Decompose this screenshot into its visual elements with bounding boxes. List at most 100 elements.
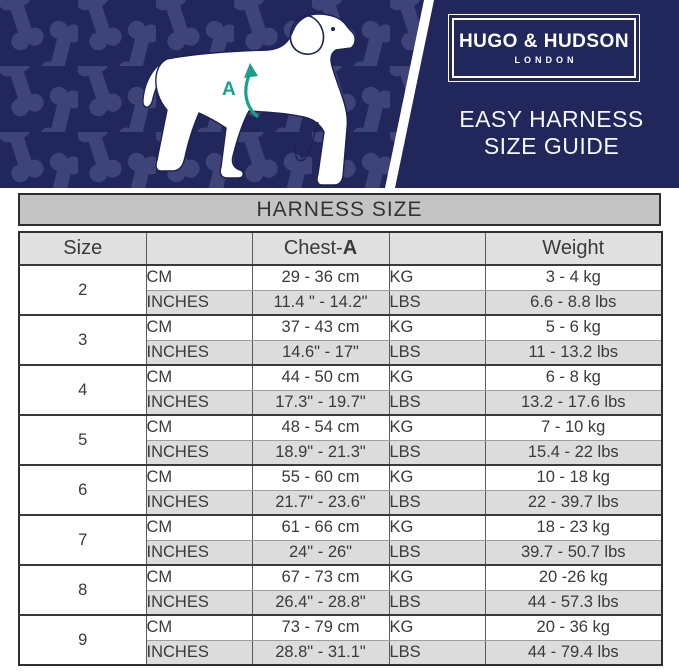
unit-label-inches: INCHES [145, 289, 253, 316]
weight-kg-value: 3 - 4 kg [484, 264, 663, 291]
chest-inches-value: 21.7" - 23.6" [251, 489, 390, 516]
chest-inches-value: 14.6" - 17" [251, 339, 390, 366]
unit-label-lbs: LBS [388, 539, 486, 566]
chest-cm-value: 61 - 66 cm [251, 514, 390, 541]
column-header-weight: Weight [484, 231, 663, 266]
unit-label-inches: INCHES [145, 589, 253, 616]
chest-inches-value: 11.4 " - 14.2" [251, 289, 390, 316]
dog-ear [289, 14, 325, 55]
brand-city: LONDON [514, 54, 578, 65]
table-row: 9 CM 73 - 79 cm KG 20 - 36 kg [18, 614, 663, 666]
unit-label-kg: KG [388, 564, 486, 591]
size-value: 5 [18, 414, 147, 466]
unit-label-lbs: LBS [388, 289, 486, 316]
size-value: 7 [18, 514, 147, 566]
weight-kg-value: 6 - 8 kg [484, 364, 663, 391]
table-row: INCHES 11.4 " - 14.2" LBS 6.6 - 8.8 lbs [19, 289, 663, 316]
logo-panel-background [393, 0, 679, 188]
chest-cm-value: 73 - 79 cm [251, 614, 390, 641]
chest-cm-value: 29 - 36 cm [251, 264, 390, 291]
chest-cm-value: 44 - 50 cm [251, 364, 390, 391]
weight-lbs-value: 13.2 - 17.6 lbs [484, 389, 663, 416]
weight-kg-value: 18 - 23 kg [484, 514, 663, 541]
column-header-unit-spacer-1 [145, 231, 253, 266]
size-table: Size Chest-A Weight 2 CM 29 - 36 cm KG 3… [18, 231, 663, 666]
dog-illustration [142, 13, 356, 186]
unit-label-cm: CM [145, 314, 253, 341]
size-value: 3 [18, 314, 147, 366]
column-header-chest: Chest-A [251, 231, 390, 266]
brand-banner: A HUGO & HUDSON LONDON EASY HARNESS SIZE… [0, 0, 679, 188]
unit-label-kg: KG [388, 514, 486, 541]
size-value: 4 [18, 364, 147, 416]
unit-label-lbs: LBS [388, 589, 486, 616]
table-row: INCHES 26.4" - 28.8" LBS 44 - 57.3 lbs [19, 589, 663, 616]
table-row: 7 CM 61 - 66 cm KG 18 - 23 kg [18, 514, 663, 566]
weight-kg-value: 20 - 36 kg [484, 614, 663, 641]
unit-label-cm: CM [145, 464, 253, 491]
weight-lbs-value: 44 - 79.4 lbs [484, 639, 663, 666]
table-row: INCHES 14.6" - 17" LBS 11 - 13.2 lbs [19, 339, 663, 366]
chest-cm-value: 67 - 73 cm [251, 564, 390, 591]
size-value: 2 [18, 264, 147, 316]
size-guide-title-line1: EASY HARNESS [459, 106, 644, 132]
table-row: 3 CM 37 - 43 cm KG 5 - 6 kg [18, 314, 663, 366]
table-row: 6 CM 55 - 60 cm KG 10 - 18 kg [18, 464, 663, 516]
table-row: INCHES 18.9" - 21.3" LBS 15.4 - 22 lbs [19, 439, 663, 466]
table-row: INCHES 21.7" - 23.6" LBS 22 - 39.7 lbs [19, 489, 663, 516]
dog-body [155, 13, 356, 186]
diagonal-divider [385, 0, 434, 188]
unit-label-kg: KG [388, 364, 486, 391]
weight-lbs-value: 44 - 57.3 lbs [484, 589, 663, 616]
unit-label-cm: CM [145, 364, 253, 391]
table-row: 5 CM 48 - 54 cm KG 7 - 10 kg [18, 414, 663, 466]
size-guide-title: EASY HARNESS SIZE GUIDE [424, 106, 679, 160]
chest-inches-value: 28.8" - 31.1" [251, 639, 390, 666]
unit-label-cm: CM [145, 514, 253, 541]
size-value: 8 [18, 564, 147, 616]
weight-lbs-value: 22 - 39.7 lbs [484, 489, 663, 516]
column-header-size: Size [18, 231, 147, 266]
weight-kg-value: 7 - 10 kg [484, 414, 663, 441]
table-row: INCHES 28.8" - 31.1" LBS 44 - 79.4 lbs [19, 639, 663, 666]
measurement-label-a: A [222, 79, 236, 100]
harness-size-title-bar: HARNESS SIZE [18, 193, 661, 226]
unit-label-cm: CM [145, 564, 253, 591]
banner-graphic [0, 0, 679, 188]
unit-label-kg: KG [388, 614, 486, 641]
chest-inches-value: 24" - 26" [251, 539, 390, 566]
unit-label-inches: INCHES [145, 389, 253, 416]
chest-cm-value: 37 - 43 cm [251, 314, 390, 341]
dog-far-leg-line [294, 121, 319, 162]
unit-label-cm: CM [145, 264, 253, 291]
chest-inches-value: 17.3" - 19.7" [251, 389, 390, 416]
table-row: 8 CM 67 - 73 cm KG 20 -26 kg [18, 564, 663, 616]
brand-logo-box: HUGO & HUDSON LONDON [448, 14, 640, 82]
size-value: 6 [18, 464, 147, 516]
unit-label-inches: INCHES [145, 439, 253, 466]
weight-kg-value: 5 - 6 kg [484, 314, 663, 341]
chest-inches-value: 26.4" - 28.8" [251, 589, 390, 616]
brand-logo-inner-frame: HUGO & HUDSON LONDON [452, 18, 636, 78]
weight-lbs-value: 11 - 13.2 lbs [484, 339, 663, 366]
unit-label-inches: INCHES [145, 339, 253, 366]
unit-label-lbs: LBS [388, 489, 486, 516]
chest-inches-value: 18.9" - 21.3" [251, 439, 390, 466]
unit-label-lbs: LBS [388, 339, 486, 366]
unit-label-inches: INCHES [145, 639, 253, 666]
chest-cm-value: 48 - 54 cm [251, 414, 390, 441]
table-row: 2 CM 29 - 36 cm KG 3 - 4 kg [18, 264, 663, 316]
measurement-arrow [244, 63, 259, 118]
size-value: 9 [18, 614, 147, 666]
unit-label-kg: KG [388, 314, 486, 341]
brand-name: HUGO & HUDSON [458, 30, 630, 52]
chest-cm-value: 55 - 60 cm [251, 464, 390, 491]
unit-label-lbs: LBS [388, 389, 486, 416]
unit-label-inches: INCHES [145, 539, 253, 566]
size-guide-title-line2: SIZE GUIDE [483, 133, 620, 159]
chest-header-prefix: Chest- [283, 237, 343, 259]
unit-label-lbs: LBS [388, 439, 486, 466]
column-header-unit-spacer-2 [388, 231, 486, 266]
unit-label-cm: CM [145, 614, 253, 641]
